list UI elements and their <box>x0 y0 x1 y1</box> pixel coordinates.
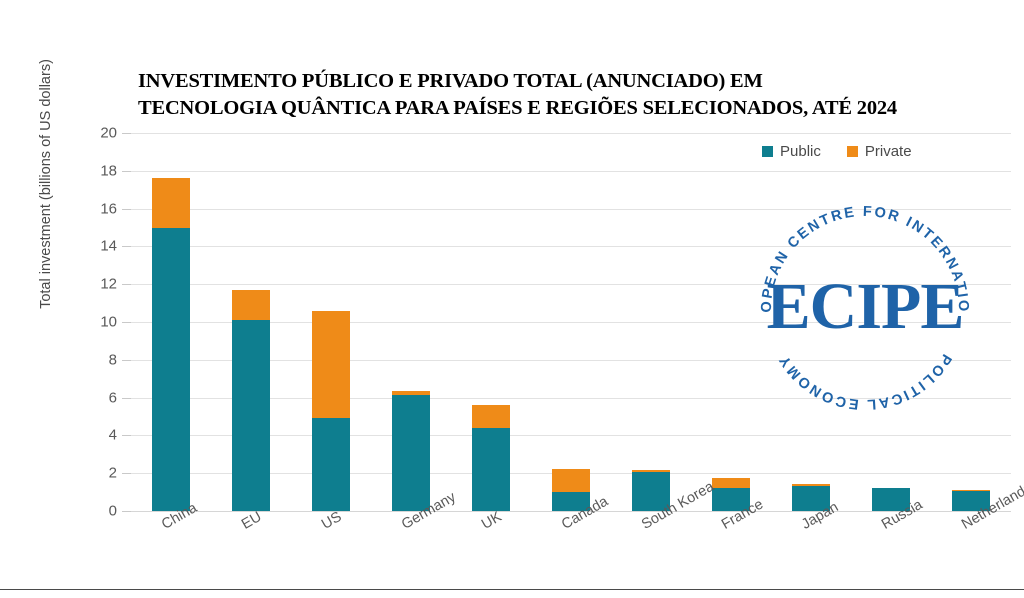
x-axis-tick-label: US <box>319 508 345 533</box>
bar-segment-private[interactable] <box>232 289 270 321</box>
legend-label-private: Private <box>864 143 912 160</box>
y-axis-tick-label: 2 <box>108 464 117 482</box>
y-axis-tick-label: 8 <box>108 351 117 369</box>
page-title-line-2: TECNOLOGIA QUÂNTICA PARA PAÍSES E REGIÕE… <box>138 97 897 119</box>
bar-stack[interactable] <box>232 133 270 511</box>
bar-segment-private[interactable] <box>312 310 350 419</box>
page-title-line-1: INVESTIMENTO PÚBLICO E PRIVADO TOTAL (AN… <box>138 70 763 92</box>
bar-stack[interactable] <box>472 133 510 511</box>
bottom-divider <box>0 589 1024 590</box>
y-axis-tick-mark <box>122 435 131 437</box>
y-axis-tick-mark <box>122 246 131 248</box>
y-axis-tick-mark <box>122 133 131 134</box>
y-axis: 0 2 4 6 8 10 12 14 16 18 20 <box>0 125 131 520</box>
y-axis-tick-mark <box>122 284 131 286</box>
bar-stack[interactable] <box>952 133 990 511</box>
bar-segment-public[interactable] <box>152 227 190 511</box>
plot-area <box>131 133 1011 512</box>
bar-stack[interactable] <box>392 133 430 511</box>
y-axis-title: Total investment (billions of US dollars… <box>38 59 54 309</box>
gridline <box>131 133 1011 134</box>
bar-segment-public[interactable] <box>232 320 270 511</box>
y-axis-tick-label: 16 <box>100 200 117 218</box>
logo-wordmark: ECIPE <box>767 270 964 343</box>
page-title: INVESTIMENTO PÚBLICO E PRIVADO TOTAL (AN… <box>138 68 1008 122</box>
bar-segment-public[interactable] <box>712 488 750 511</box>
legend-item-private[interactable]: Private <box>846 143 912 160</box>
y-axis-tick-mark <box>122 359 131 361</box>
bar-segment-public[interactable] <box>472 427 510 511</box>
svg-text:POLITICAL ECONOMY: POLITICAL ECONOMY <box>776 351 955 412</box>
y-axis-tick-mark <box>122 170 131 172</box>
bar-segment-private[interactable] <box>952 489 990 492</box>
bar-stack[interactable] <box>792 133 830 511</box>
bar-segment-public[interactable] <box>952 491 990 511</box>
gridline <box>131 246 1011 248</box>
y-axis-tick-mark <box>122 208 131 210</box>
bar-segment-public[interactable] <box>632 472 670 511</box>
ecipe-logo: EUROPEAN CENTRE FOR INTERNATIONAL POLITI… <box>745 190 985 430</box>
bar-stack[interactable] <box>152 133 190 511</box>
bar-segment-private[interactable] <box>472 405 510 428</box>
legend-item-public[interactable]: Public <box>762 143 821 160</box>
bar-segment-public[interactable] <box>792 486 830 511</box>
gridline <box>131 511 1011 512</box>
gridline <box>131 170 1011 172</box>
legend-swatch-private-icon <box>846 146 858 157</box>
y-axis-tick-label: 6 <box>108 389 117 407</box>
bar-segment-public[interactable] <box>312 418 350 511</box>
bar-segment-private[interactable] <box>632 470 670 473</box>
gridline <box>131 208 1011 210</box>
y-axis-tick-label: 14 <box>100 237 117 255</box>
y-axis-tick-label: 20 <box>100 124 117 142</box>
gridline <box>131 284 1011 286</box>
bar-segment-public[interactable] <box>392 394 430 511</box>
y-axis-tick-mark <box>122 322 131 323</box>
bar-stack[interactable] <box>872 133 910 511</box>
legend-label-public: Public <box>780 143 821 160</box>
gridline <box>131 359 1011 361</box>
y-axis-tick-label: 12 <box>100 275 117 293</box>
bar-segment-public[interactable] <box>872 488 910 511</box>
y-axis-tick-label: 4 <box>108 426 117 444</box>
bar-segment-private[interactable] <box>792 483 830 487</box>
x-axis-tick-label: EU <box>239 508 265 533</box>
chart-legend: Public Private <box>762 143 912 160</box>
bar-stack[interactable] <box>312 133 350 511</box>
y-axis-tick-mark <box>122 473 131 475</box>
bar-segment-private[interactable] <box>712 477 750 489</box>
bar-segment-public[interactable] <box>552 492 590 511</box>
y-axis-tick-mark <box>122 397 131 399</box>
y-axis-tick-label: 10 <box>100 313 117 331</box>
x-axis: China EU US Germany UK Canada South Korea Franc… <box>131 479 1024 591</box>
bar-segment-private[interactable] <box>552 469 590 493</box>
x-axis-tick-label: UK <box>479 508 505 533</box>
gridline <box>131 397 1011 399</box>
bar-segment-private[interactable] <box>152 178 190 228</box>
logo-ring-bottom-text: POLITICAL ECONOMY <box>776 351 953 412</box>
y-axis-tick-label: 18 <box>100 162 117 180</box>
y-axis-tick-mark <box>122 511 131 512</box>
bar-segment-private[interactable] <box>392 391 430 395</box>
y-axis-tick-label: 0 <box>108 502 117 520</box>
gridline <box>131 435 1011 437</box>
bar-stack[interactable] <box>632 133 670 511</box>
legend-swatch-public-icon <box>762 146 773 157</box>
gridline <box>131 322 1011 323</box>
bar-stack[interactable] <box>552 133 590 511</box>
bar-stack[interactable] <box>712 133 750 511</box>
